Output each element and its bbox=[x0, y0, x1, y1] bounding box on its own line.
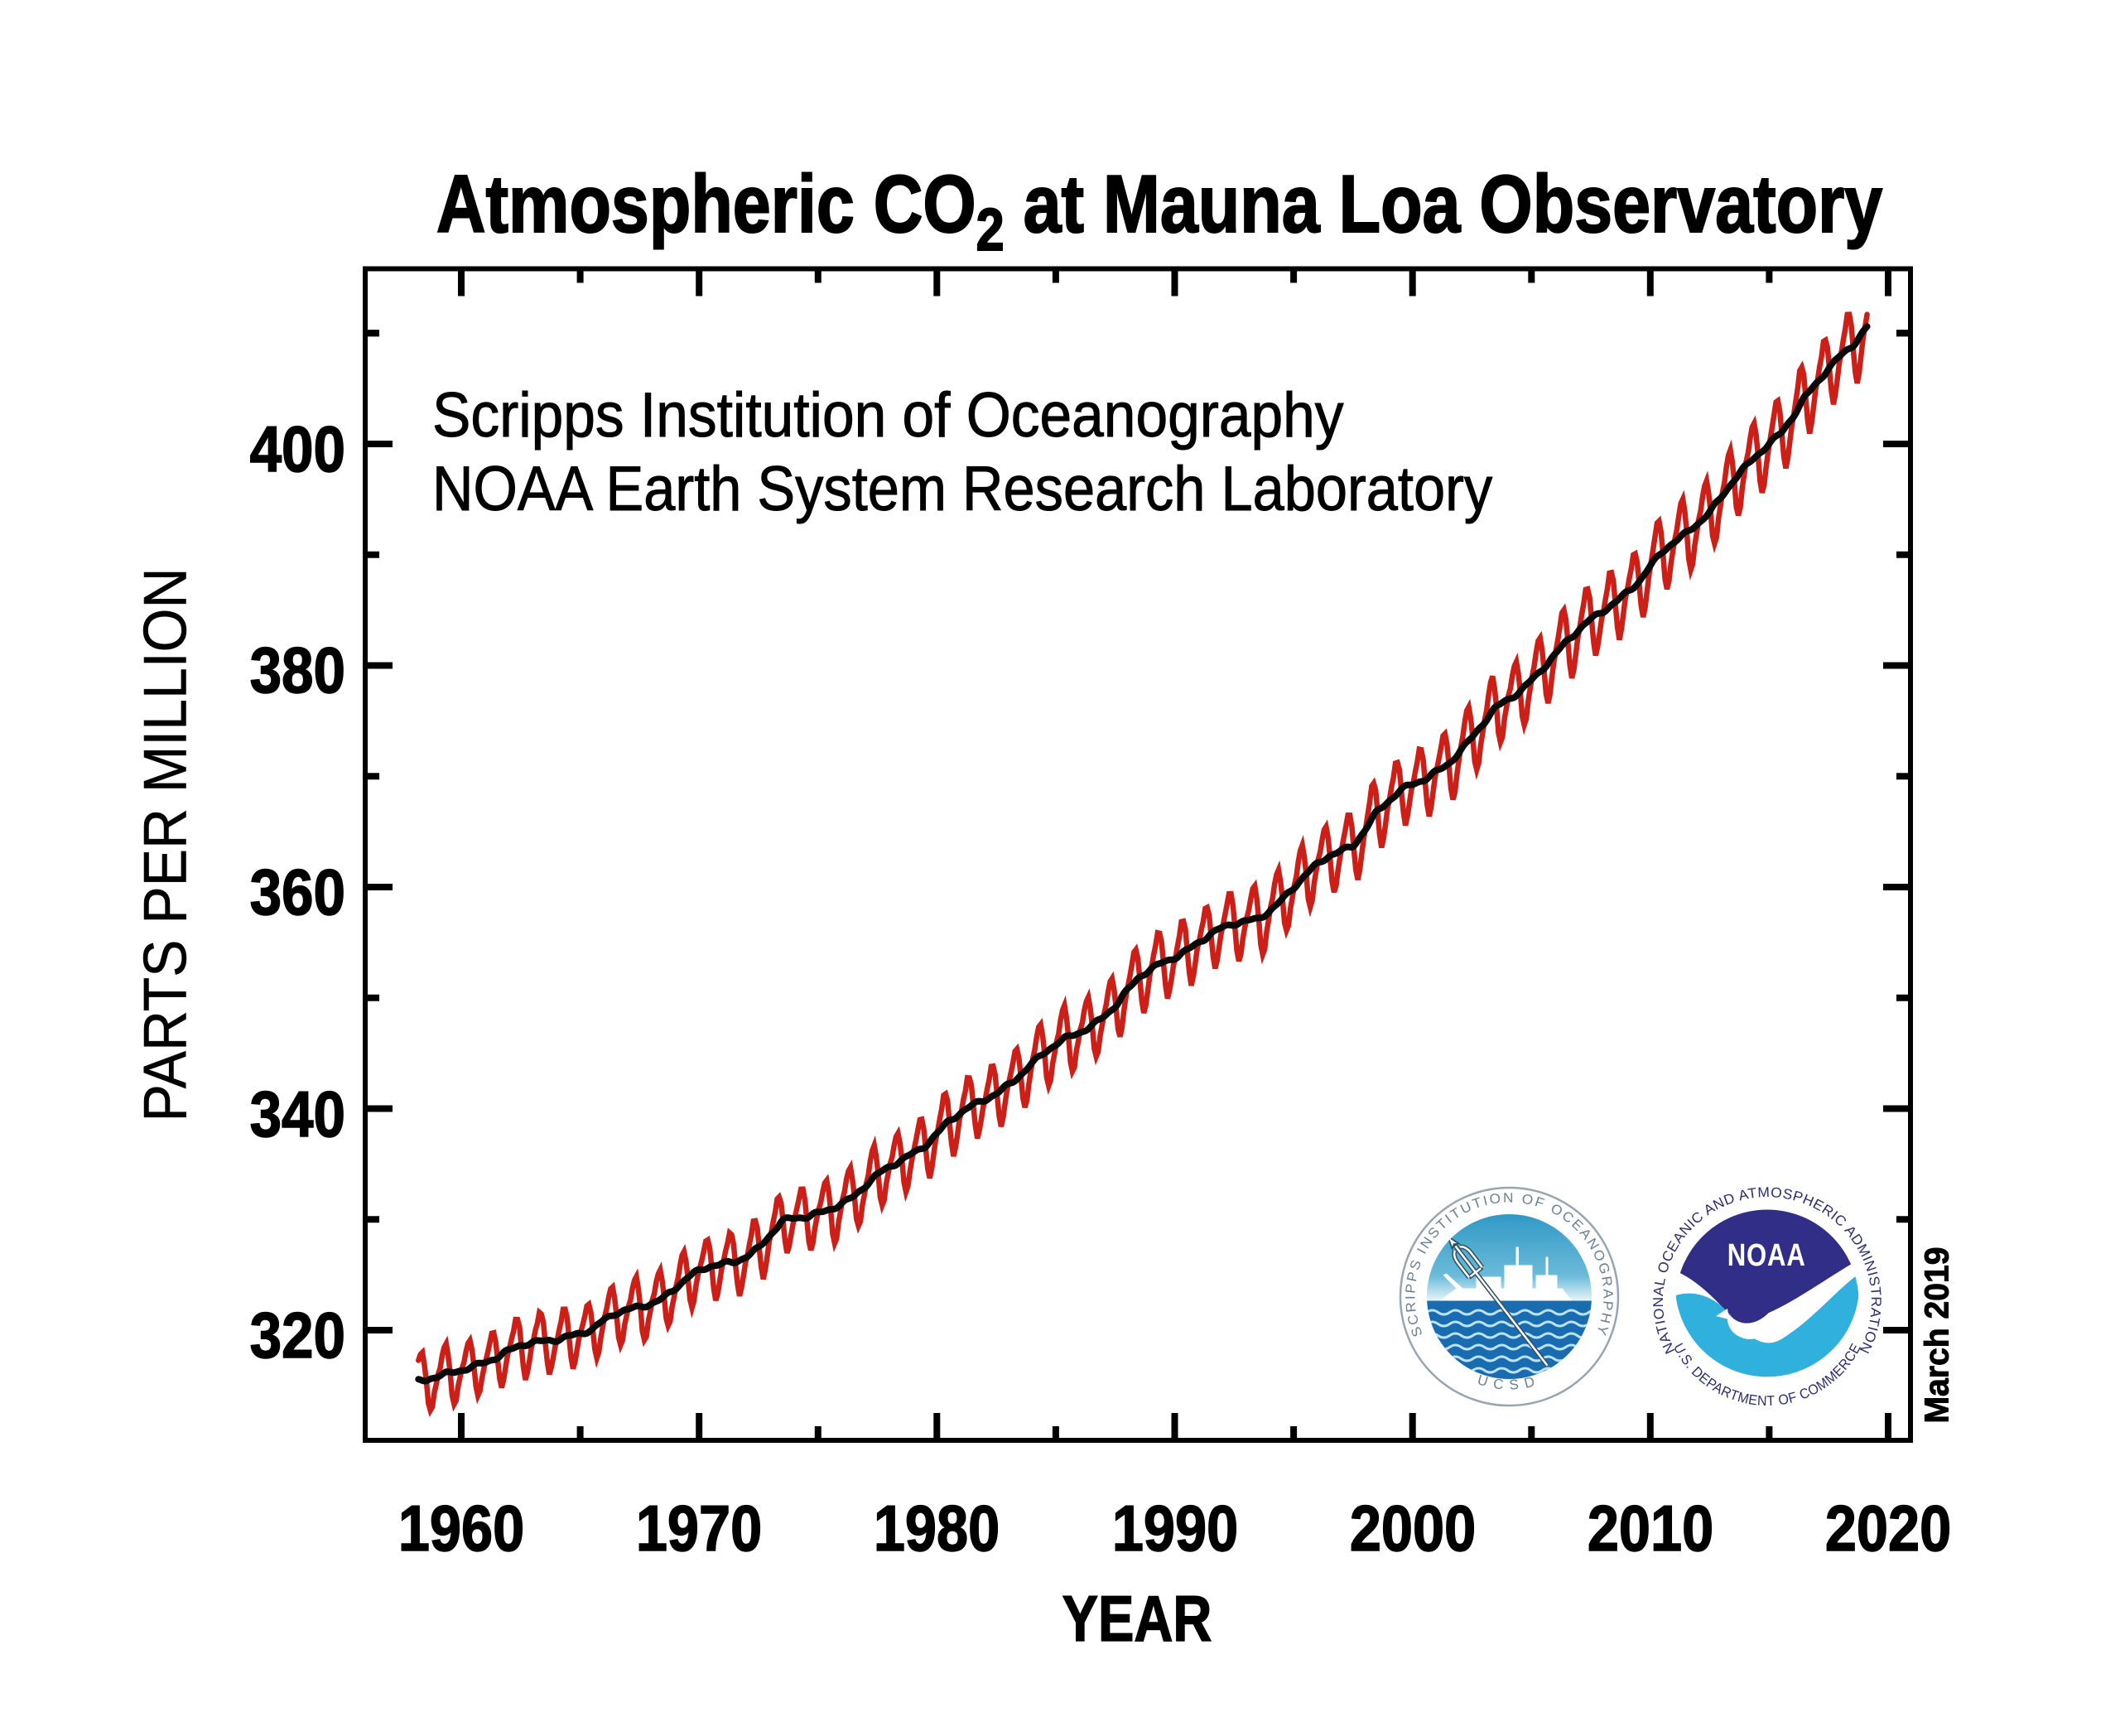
svg-text:NOAA: NOAA bbox=[1727, 1238, 1806, 1273]
